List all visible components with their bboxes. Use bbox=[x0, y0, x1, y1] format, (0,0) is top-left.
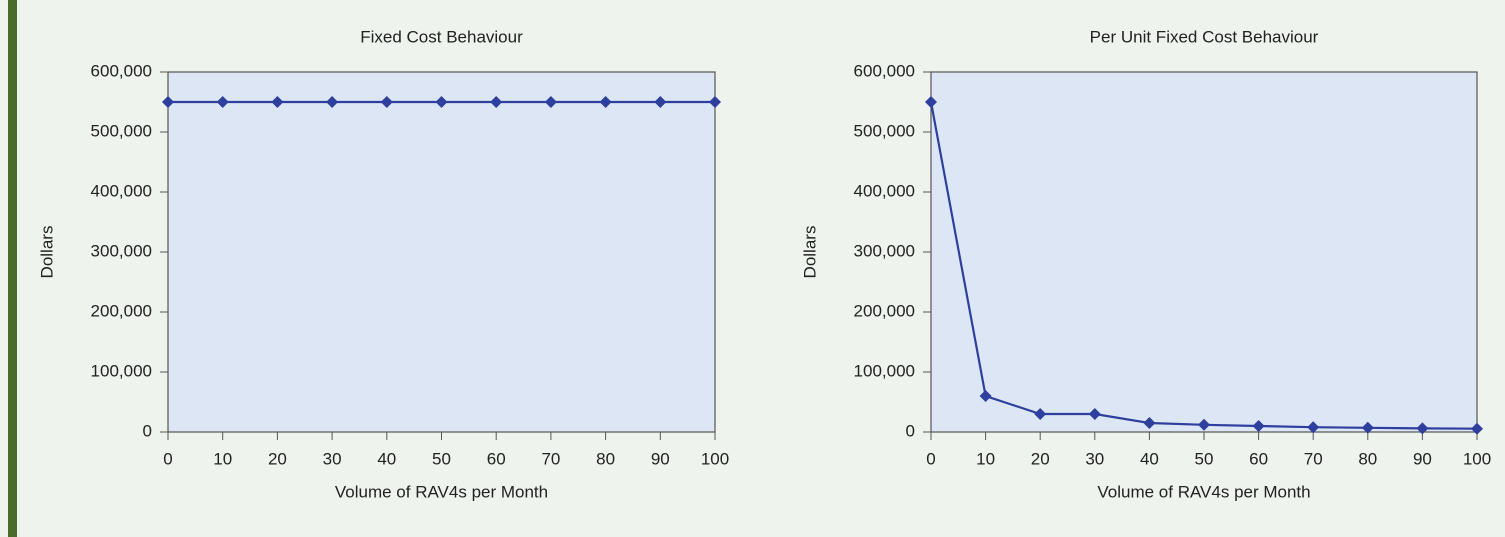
chart-title: Per Unit Fixed Cost Behaviour bbox=[1090, 27, 1319, 46]
data-point bbox=[435, 96, 448, 108]
plot-area bbox=[167, 71, 716, 433]
y-tick-label: 600,000 bbox=[91, 61, 152, 80]
data-point bbox=[1471, 422, 1483, 435]
data-point bbox=[1307, 421, 1320, 434]
x-tick-label: 100 bbox=[701, 449, 729, 468]
data-point bbox=[1198, 418, 1210, 431]
data-point bbox=[1252, 420, 1265, 432]
data-point bbox=[1416, 422, 1429, 435]
data-point bbox=[216, 96, 229, 108]
x-tick-label: 20 bbox=[1031, 449, 1050, 468]
data-point bbox=[162, 96, 174, 108]
x-tick-label: 80 bbox=[1358, 449, 1377, 468]
y-tick-label: 300,000 bbox=[91, 241, 152, 260]
y-tick-label: 200,000 bbox=[854, 301, 915, 320]
data-point bbox=[1361, 421, 1374, 434]
x-tick-label: 0 bbox=[926, 449, 935, 468]
y-tick-label: 0 bbox=[906, 421, 915, 440]
y-tick-label: 100,000 bbox=[854, 361, 915, 380]
data-point bbox=[490, 96, 503, 108]
data-point bbox=[326, 96, 339, 108]
x-tick-label: 70 bbox=[1304, 449, 1323, 468]
y-axis-label: Dollars bbox=[37, 226, 56, 279]
chart-title: Fixed Cost Behaviour bbox=[360, 27, 523, 46]
x-tick-label: 40 bbox=[377, 449, 396, 468]
plot-area bbox=[930, 71, 1478, 433]
y-tick-label: 500,000 bbox=[854, 121, 915, 140]
data-point bbox=[271, 96, 284, 108]
x-tick-label: 70 bbox=[541, 449, 560, 468]
data-point bbox=[1034, 408, 1047, 420]
x-tick-label: 50 bbox=[1195, 449, 1214, 468]
x-tick-label: 40 bbox=[1140, 449, 1159, 468]
x-tick-label: 30 bbox=[323, 449, 342, 468]
x-tick-label: 10 bbox=[213, 449, 232, 468]
x-tick-label: 0 bbox=[163, 449, 172, 468]
x-tick-label: 60 bbox=[1249, 449, 1268, 468]
x-axis-label: Volume of RAV4s per Month bbox=[335, 482, 548, 501]
y-tick-label: 600,000 bbox=[854, 61, 915, 80]
data-point bbox=[709, 96, 721, 108]
y-tick-label: 300,000 bbox=[854, 241, 915, 260]
x-tick-label: 60 bbox=[487, 449, 506, 468]
x-tick-label: 30 bbox=[1085, 449, 1104, 468]
data-point bbox=[544, 96, 557, 108]
y-tick-label: 500,000 bbox=[91, 121, 152, 140]
data-point bbox=[654, 96, 667, 108]
y-tick-label: 0 bbox=[143, 421, 152, 440]
x-tick-label: 90 bbox=[651, 449, 670, 468]
x-tick-label: 90 bbox=[1413, 449, 1432, 468]
y-tick-label: 200,000 bbox=[91, 301, 152, 320]
data-point bbox=[1143, 417, 1156, 429]
data-point bbox=[979, 390, 992, 402]
y-axis-label: Dollars bbox=[800, 226, 819, 279]
accent-bar bbox=[8, 0, 17, 537]
y-tick-label: 100,000 bbox=[91, 361, 152, 380]
data-point bbox=[599, 96, 612, 108]
y-tick-label: 400,000 bbox=[91, 181, 152, 200]
x-tick-label: 50 bbox=[432, 449, 451, 468]
y-tick-label: 400,000 bbox=[854, 181, 915, 200]
x-axis-label: Volume of RAV4s per Month bbox=[1097, 482, 1310, 501]
data-point bbox=[380, 96, 393, 108]
x-tick-label: 10 bbox=[976, 449, 995, 468]
x-tick-label: 80 bbox=[596, 449, 615, 468]
x-tick-label: 20 bbox=[268, 449, 287, 468]
data-point bbox=[925, 96, 937, 108]
data-point bbox=[1088, 408, 1101, 420]
x-tick-label: 100 bbox=[1463, 449, 1491, 468]
